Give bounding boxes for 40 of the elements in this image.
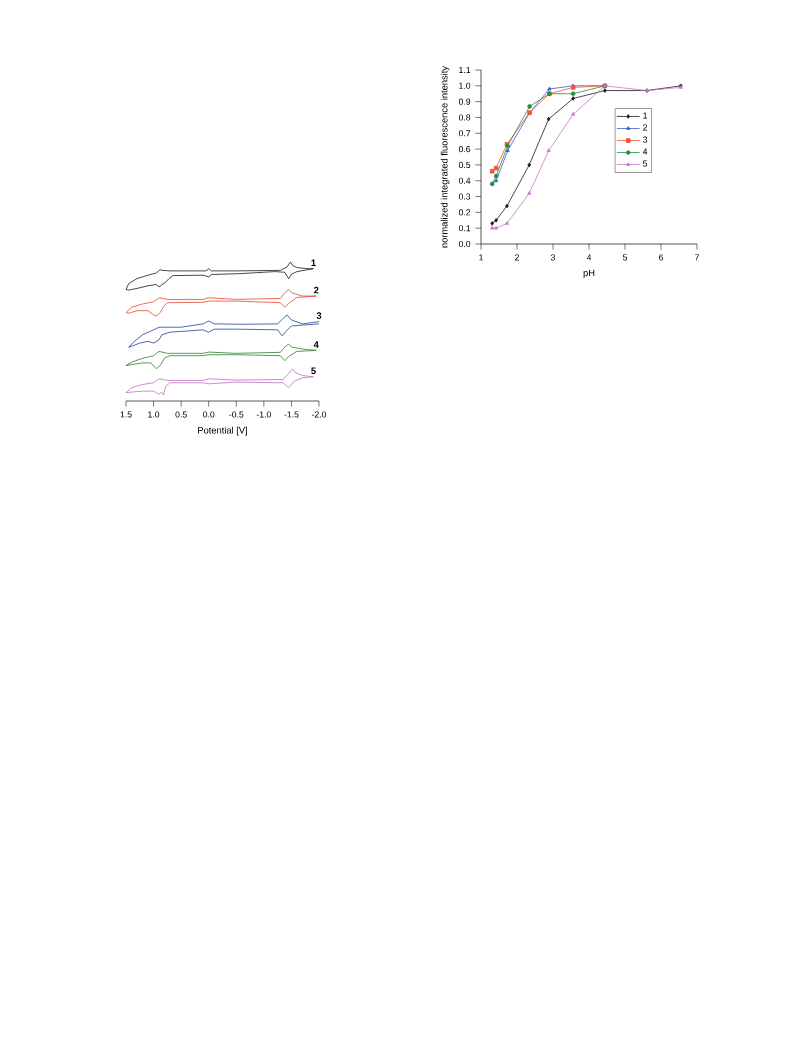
x-tick-label: 0.5: [175, 411, 187, 418]
legend-label: 3: [643, 136, 648, 143]
x-tick-label: 2: [515, 254, 519, 261]
series-label: 5: [311, 367, 316, 375]
x-tick-label: 5: [622, 254, 628, 261]
series-label: 2: [313, 286, 319, 294]
x-tick-label: 1.0: [148, 411, 160, 418]
y-tick-label: 0.1: [458, 225, 471, 232]
legend-label: 4: [642, 148, 648, 155]
y-tick-label: 0.4: [458, 177, 471, 184]
y-tick-label: 0.3: [458, 193, 471, 200]
x-tick-label: -0.5: [229, 411, 244, 418]
series-label: 3: [316, 312, 322, 319]
y-tick-label: 0.2: [458, 209, 471, 216]
x-tick-label: 1: [479, 254, 483, 261]
x-tick-label: 4: [586, 254, 592, 261]
series-label: 1: [311, 259, 316, 266]
x-tick-label: 1.5: [120, 411, 132, 418]
legend-label: 5: [643, 160, 648, 167]
x-axis-title: Potential [V]: [198, 426, 247, 436]
x-tick-label: -1.5: [284, 411, 299, 418]
x-tick-label: 6: [659, 254, 664, 261]
x-tick-label: 3: [550, 254, 556, 261]
y-tick-label: 1.1: [459, 67, 471, 73]
legend-label: 1: [643, 112, 648, 119]
x-tick-label: -1.0: [256, 411, 271, 418]
x-tick-label: 0.0: [203, 411, 215, 418]
y-tick-label: 0.7: [458, 130, 471, 137]
y-tick-label: 0.6: [458, 146, 471, 153]
series-label: 4: [313, 341, 319, 348]
legend-label: 2: [643, 124, 648, 131]
y-tick-label: 1.0: [459, 82, 471, 89]
y-tick-label: 0.8: [458, 114, 471, 121]
x-axis-title: pH: [583, 269, 595, 279]
y-tick-label: 0.5: [458, 161, 471, 168]
y-axis-title: normalized integrated fluorescence intensity: [440, 66, 450, 248]
x-tick-label: -2.0: [311, 411, 327, 418]
y-tick-label: 0.0: [458, 240, 471, 248]
y-tick-label: 0.9: [458, 98, 471, 105]
x-tick-label: 7: [695, 254, 699, 261]
